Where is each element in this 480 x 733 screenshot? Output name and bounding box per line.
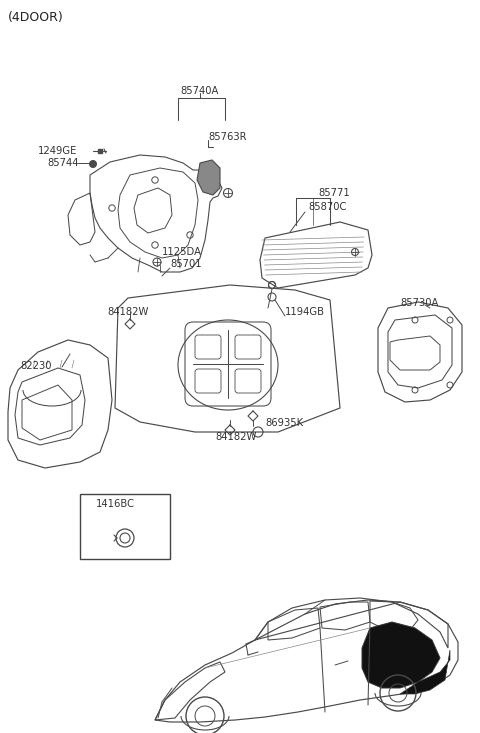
Text: 86935K: 86935K <box>265 418 303 428</box>
Text: 1194GB: 1194GB <box>285 307 325 317</box>
Text: 85870C: 85870C <box>308 202 347 212</box>
Text: 84182W: 84182W <box>215 432 256 442</box>
Text: 1125DA: 1125DA <box>162 247 202 257</box>
Text: 85771: 85771 <box>318 188 350 198</box>
Text: 85740A: 85740A <box>181 86 219 96</box>
Polygon shape <box>197 160 220 195</box>
Text: 85744: 85744 <box>47 158 79 168</box>
Text: 85763R: 85763R <box>208 132 247 142</box>
Text: 1249GE: 1249GE <box>38 146 77 156</box>
Text: (4DOOR): (4DOOR) <box>8 10 64 23</box>
Circle shape <box>89 161 96 168</box>
Text: 84182W: 84182W <box>107 307 148 317</box>
Text: 1416BC: 1416BC <box>96 499 135 509</box>
Text: 85730A: 85730A <box>400 298 438 308</box>
Polygon shape <box>362 622 440 688</box>
Text: 85701: 85701 <box>170 259 202 269</box>
Text: 82230: 82230 <box>20 361 51 371</box>
Polygon shape <box>400 650 450 694</box>
